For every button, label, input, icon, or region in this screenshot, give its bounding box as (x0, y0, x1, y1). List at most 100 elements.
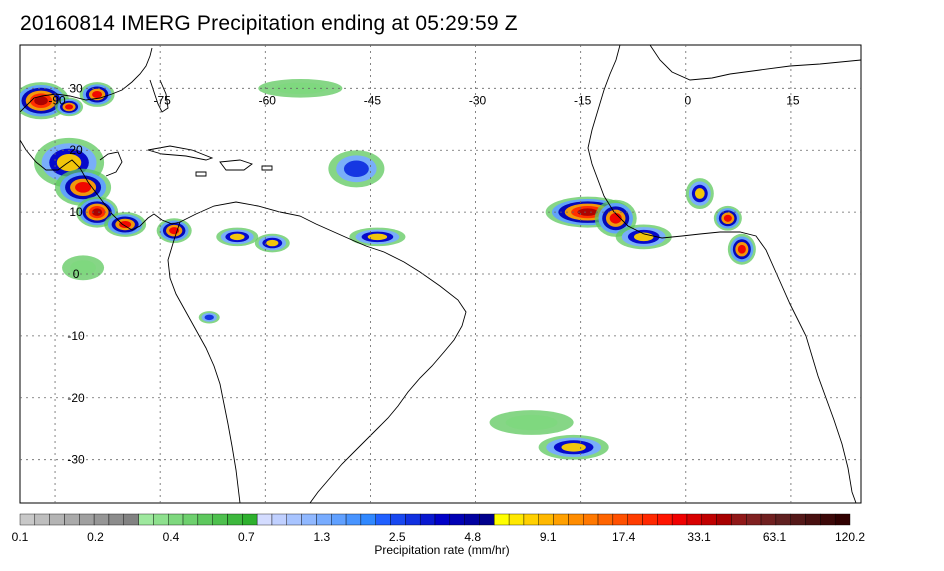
colorbar-swatch (108, 513, 124, 526)
longitude-label: 0 (684, 94, 691, 108)
colorbar-tick-labels: 0.1 0.2 0.4 0.7 1.3 2.5 4.8 9.1 17.4 33.1 63.1 120.… (12, 530, 866, 544)
colorbar-swatch (805, 513, 821, 526)
precip-contour (119, 220, 132, 229)
precip-cluster (55, 168, 112, 206)
colorbar-tick-label: 0.1 (12, 530, 29, 544)
colorbar-swatch (508, 513, 525, 526)
precip-contour (505, 414, 558, 431)
precip-cluster (349, 227, 406, 247)
colorbar-swatch (123, 513, 139, 526)
latitude-label: -30 (67, 453, 85, 467)
precip-contour (723, 214, 732, 222)
page-title: 20160814 IMERG Precipitation ending at 0… (20, 12, 518, 35)
colorbar-swatch (701, 513, 717, 526)
colorbar-tick-label: 9.1 (540, 530, 557, 544)
longitude-label: -75 (153, 94, 171, 108)
colorbar-swatch (790, 513, 806, 526)
colorbar-swatch (760, 513, 777, 526)
colorbar-swatch (79, 513, 95, 526)
colorbar-tick-label: 0.2 (87, 530, 104, 544)
colorbar-swatch (553, 513, 569, 526)
precip-cluster (156, 218, 192, 244)
colorbar-swatch (168, 513, 184, 526)
colorbar-tick-label: 33.1 (687, 530, 711, 544)
precip-cluster (258, 79, 343, 98)
precip-contour (91, 208, 103, 216)
precip-contour (737, 244, 746, 254)
precip-contour (34, 96, 48, 106)
colorbar-tick-label: 4.8 (464, 530, 481, 544)
colorbar-tick-label: 120.2 (835, 530, 865, 544)
colorbar-swatch (627, 513, 643, 526)
colorbar-swatch (345, 513, 362, 526)
precip-contour (577, 208, 598, 216)
colorbar-swatch (182, 513, 199, 526)
coastline-puerto-rico (261, 165, 273, 171)
colorbar-swatch (197, 513, 213, 526)
colorbar-tick-label: 0.4 (163, 530, 180, 544)
longitude-label: -45 (364, 94, 382, 108)
colorbar-swatch (286, 513, 302, 526)
colorbar-swatch (716, 513, 732, 526)
coastline-south-america-west (167, 221, 241, 503)
colorbar-swatch (212, 513, 228, 526)
precip-cluster (216, 227, 259, 247)
colorbar-swatch (834, 513, 851, 526)
precip-contour (266, 239, 279, 247)
graticule (20, 45, 861, 503)
colorbar-swatch (671, 513, 688, 526)
colorbar-swatch (390, 513, 406, 526)
colorbar-swatch (153, 513, 169, 526)
precip-contour (229, 233, 245, 241)
precip-cluster (615, 224, 672, 250)
colorbar-swatch (227, 513, 243, 526)
coastline-iberia (649, 45, 731, 81)
latitude-label: -10 (67, 329, 85, 343)
latitude-label: 0 (73, 267, 80, 281)
coastline-cuba (147, 145, 214, 161)
longitude-labels: -90 -75 -60 -45 -30 -15 0 15 (48, 94, 800, 108)
colorbar-label: Precipitation rate (mm/hr) (374, 543, 509, 557)
precip-cluster (104, 212, 147, 237)
coastline-hispaniola (219, 159, 253, 171)
colorbar-swatch (820, 513, 836, 526)
coastline-layer (20, 45, 861, 503)
colorbar-tick-label: 17.4 (612, 530, 636, 544)
precip-cluster (55, 97, 84, 117)
colorbar-swatch (242, 513, 258, 526)
colorbar-swatch (568, 513, 584, 526)
coastline-florida (149, 79, 169, 113)
colorbar-swatch (434, 513, 451, 526)
colorbar-tick-label: 63.1 (763, 530, 787, 544)
precip-contour (609, 212, 622, 224)
coastline-africa-west (587, 45, 857, 503)
latitude-label: -20 (67, 391, 85, 405)
colorbar-swatch (686, 513, 702, 526)
colorbar-swatch (19, 513, 36, 526)
precip-cluster (727, 233, 756, 265)
longitude-label: -30 (469, 94, 487, 108)
precip-cluster (198, 311, 220, 324)
colorbar-swatch (494, 513, 510, 526)
colorbar-swatch (775, 513, 791, 526)
colorbar-swatch (612, 513, 628, 526)
colorbar-swatch (331, 513, 347, 526)
colorbar-swatch (464, 513, 480, 526)
colorbar-swatch (731, 513, 747, 526)
precip-contour (274, 82, 327, 95)
precip-contour (56, 153, 82, 172)
precip-contour (75, 182, 92, 193)
colorbar-swatch (301, 513, 317, 526)
colorbar-swatch (93, 513, 110, 526)
coastline-south-america (179, 201, 467, 503)
colorbar-swatch (538, 513, 554, 526)
colorbar-swatches (19, 513, 851, 526)
colorbar-tick-label: 1.3 (313, 530, 330, 544)
colorbar-swatch (479, 513, 495, 526)
longitude-label: -90 (48, 94, 66, 108)
colorbar-swatch (583, 513, 599, 526)
colorbar-swatch (360, 513, 376, 526)
precip-contour (367, 233, 388, 241)
precip-cluster (685, 178, 714, 210)
